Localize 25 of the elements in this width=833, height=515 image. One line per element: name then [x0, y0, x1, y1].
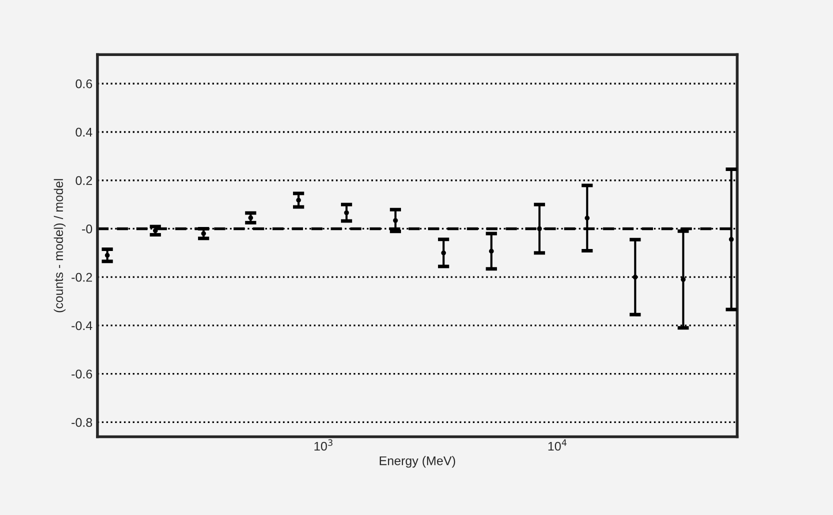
- point: [441, 250, 446, 256]
- y-tick-label: -0: [82, 224, 92, 234]
- point: [488, 248, 494, 254]
- x-tick-label: 10$^{3}$: [314, 439, 332, 451]
- point: [584, 216, 590, 221]
- point: [296, 198, 301, 203]
- y-tick-label: -0.6: [72, 370, 92, 378]
- point: [201, 231, 206, 236]
- point: [104, 252, 110, 258]
- y-tick-label: 0.2: [76, 176, 92, 186]
- point: [344, 210, 349, 216]
- point: [632, 274, 638, 280]
- point: [680, 277, 686, 282]
- y-tick-label: -0.8: [72, 418, 92, 427]
- y-axis-title: (counts - model) / model: [54, 179, 66, 312]
- point: [393, 218, 398, 223]
- point: [728, 236, 734, 242]
- x-tick-label: 10$^{4}$: [548, 439, 567, 451]
- y-tick-label: -0.2: [72, 272, 92, 282]
- y-tick-label: -0.4: [72, 321, 92, 330]
- y-tick-label: 0.6: [76, 79, 92, 88]
- y-tick-label: 0.4: [76, 128, 92, 137]
- point: [537, 226, 542, 232]
- point: [248, 215, 254, 220]
- x-axis-title: Energy (MeV): [380, 456, 456, 468]
